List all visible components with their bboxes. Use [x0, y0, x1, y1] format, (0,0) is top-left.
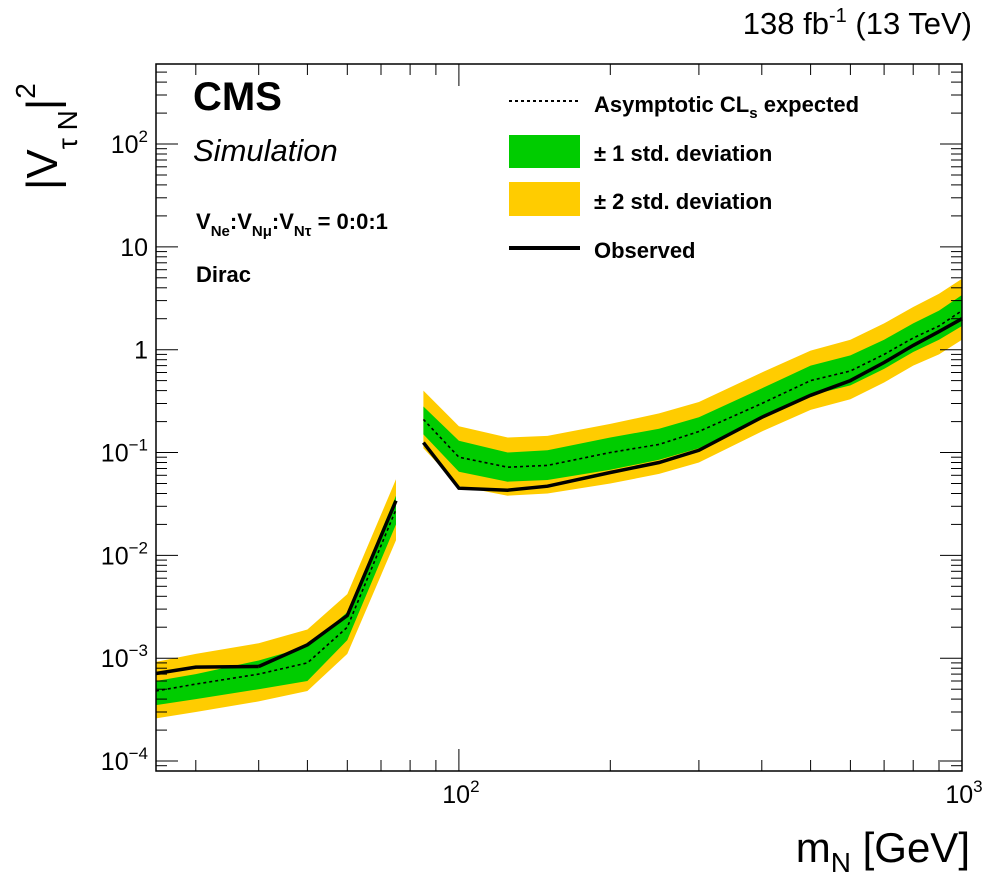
- x-tick-label: 103: [945, 777, 982, 809]
- y-axis-title: |Vτ N|2: [10, 83, 83, 190]
- x-tick-label: 102: [442, 777, 479, 809]
- y-tick-label: 102: [111, 127, 148, 159]
- y-tick-label: 10−2: [101, 538, 148, 570]
- one-sigma-band-0: [156, 495, 396, 706]
- luminosity-label: 138 fb-1 (13 TeV): [743, 5, 972, 41]
- legend-one-sigma-swatch: [509, 135, 580, 168]
- legend-two-sigma-swatch: [509, 182, 580, 216]
- two-sigma-band-0: [156, 479, 396, 719]
- two-sigma-band-1: [423, 278, 962, 496]
- y-tick-label: 10−1: [101, 436, 148, 468]
- legend: Asymptotic CLs expected ± 1 std. deviati…: [509, 92, 859, 263]
- legend-two-sigma-label: ± 2 std. deviation: [594, 189, 772, 214]
- x-axis-title: mN [GeV]: [796, 824, 970, 873]
- observed-limit-line-0a: [155, 664, 259, 676]
- axis-tick-labels: 102 103 10−4 10−3 10−2 10−1 1 10 102: [101, 127, 983, 809]
- legend-expected-label: Asymptotic CLs expected: [594, 92, 859, 122]
- plot-frame: [155, 63, 963, 772]
- uncertainty-bands: [156, 278, 962, 719]
- y-tick-label: 10−4: [101, 744, 148, 776]
- simulation-label: Simulation: [193, 133, 338, 168]
- dirac-label: Dirac: [196, 262, 251, 287]
- y-tick-label: 10−3: [101, 641, 148, 673]
- observed-limit-line-1: [422, 317, 963, 492]
- expected-limit-line-0: [155, 509, 397, 692]
- one-sigma-band-1: [423, 295, 962, 482]
- expected-limit-line-1: [422, 309, 963, 469]
- y-tick-label: 1: [134, 337, 148, 365]
- y-tick-label: 10: [120, 234, 148, 262]
- observed-limit-line-0b: [257, 500, 398, 669]
- cms-label: CMS: [193, 75, 282, 119]
- legend-observed-label: Observed: [594, 238, 696, 263]
- legend-one-sigma-label: ± 1 std. deviation: [594, 141, 772, 166]
- limit-lines: [155, 309, 963, 692]
- axis-ticks: [156, 63, 963, 772]
- mixing-scenario-label: VNe:VNμ:VNτ = 0:0:1: [196, 209, 388, 240]
